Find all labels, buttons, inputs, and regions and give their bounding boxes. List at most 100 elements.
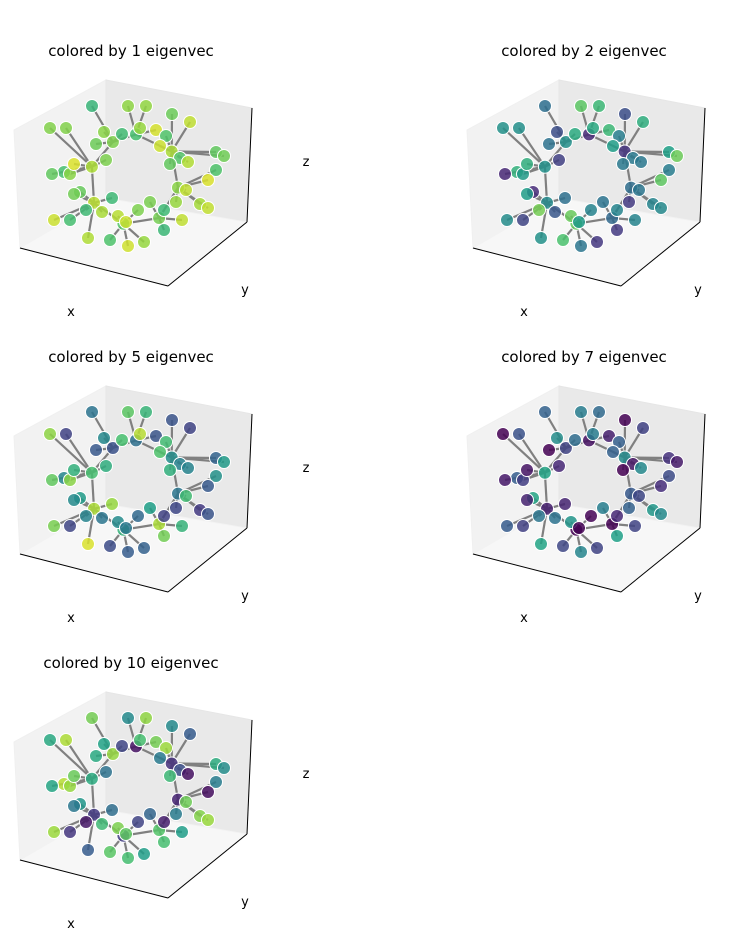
y-axis-line: [167, 833, 248, 899]
node-point: [500, 519, 514, 533]
node-point: [105, 497, 119, 511]
node-point: [95, 205, 109, 219]
node-point: [496, 121, 510, 135]
node-point: [85, 99, 99, 113]
node-point: [217, 455, 231, 469]
node-point: [47, 825, 61, 839]
node-point: [67, 799, 81, 813]
node-point: [119, 521, 133, 535]
node-point: [63, 519, 77, 533]
node-point: [163, 769, 177, 783]
node-point: [610, 509, 624, 523]
node-point: [537, 465, 552, 480]
node-point: [534, 231, 548, 245]
z-axis-line: [246, 719, 253, 835]
subplot-title: colored by 10 eigenvec: [43, 654, 218, 672]
node-point: [512, 427, 526, 441]
node-point: [45, 167, 59, 181]
node-point: [59, 427, 73, 441]
node-point: [558, 497, 572, 511]
node-point: [59, 733, 73, 747]
node-point: [137, 847, 151, 861]
x-axis-line: [472, 247, 622, 287]
z-axis-label: z: [303, 461, 310, 476]
node-point: [574, 405, 588, 419]
node-point: [165, 413, 179, 427]
x-axis-line: [19, 247, 169, 287]
node-point: [165, 719, 179, 733]
node-point: [59, 121, 73, 135]
graph-edge: [518, 127, 546, 168]
node-point: [169, 195, 183, 209]
node-point: [169, 501, 183, 515]
node-point: [89, 443, 103, 457]
subplot-title: colored by 2 eigenvec: [501, 42, 667, 60]
node-point: [139, 405, 153, 419]
node-point: [105, 803, 119, 817]
z-axis-line: [699, 413, 706, 529]
node-point: [572, 215, 586, 229]
node-point: [181, 461, 195, 475]
node-point: [574, 239, 588, 253]
node-point: [586, 427, 600, 441]
y-axis-line: [620, 527, 701, 593]
node-point: [654, 173, 668, 187]
node-point: [105, 441, 120, 455]
graph-nodes: [43, 99, 231, 253]
y-axis-label: y: [241, 895, 249, 910]
node-point: [63, 213, 77, 227]
node-point: [568, 127, 582, 141]
node-point: [79, 509, 93, 523]
y-axis-label: y: [694, 283, 702, 298]
node-point: [550, 431, 564, 445]
graph-edge: [502, 433, 546, 474]
graph-edge: [518, 433, 546, 474]
node-point: [520, 187, 534, 201]
x-axis-label: x: [67, 611, 75, 626]
node-point: [606, 139, 620, 153]
graph-nodes: [496, 405, 684, 559]
node-point: [99, 153, 113, 167]
node-point: [139, 99, 153, 113]
node-point: [115, 739, 129, 753]
y-axis-label: y: [241, 589, 249, 604]
x-axis-label: x: [520, 305, 528, 320]
node-point: [47, 519, 61, 533]
node-point: [133, 121, 147, 135]
node-point: [590, 235, 604, 249]
node-point: [47, 213, 61, 227]
node-point: [43, 121, 57, 135]
node-point: [157, 223, 171, 237]
node-point: [201, 173, 215, 187]
node-point: [157, 529, 171, 543]
node-point: [548, 511, 562, 525]
node-point: [121, 851, 135, 865]
node-point: [115, 127, 129, 141]
node-point: [596, 195, 610, 209]
node-point: [572, 521, 586, 535]
node-point: [654, 507, 668, 521]
node-point: [654, 201, 668, 215]
node-point: [209, 775, 223, 789]
node-point: [556, 233, 570, 247]
subplot-3: colored by 5 eigenvec x y z: [13, 348, 310, 626]
node-point: [618, 413, 632, 427]
node-point: [84, 159, 99, 174]
node-point: [175, 825, 189, 839]
node-point: [634, 155, 648, 169]
node-point: [201, 479, 215, 493]
node-point: [217, 761, 231, 775]
node-point: [610, 203, 624, 217]
node-point: [516, 519, 530, 533]
node-point: [85, 405, 99, 419]
graph-nodes: [43, 405, 231, 559]
node-point: [498, 473, 512, 487]
node-point: [157, 203, 171, 217]
node-point: [133, 733, 147, 747]
node-point: [556, 539, 570, 553]
node-point: [79, 815, 93, 829]
x-axis-label: x: [67, 917, 75, 928]
graph-edge: [65, 433, 93, 474]
